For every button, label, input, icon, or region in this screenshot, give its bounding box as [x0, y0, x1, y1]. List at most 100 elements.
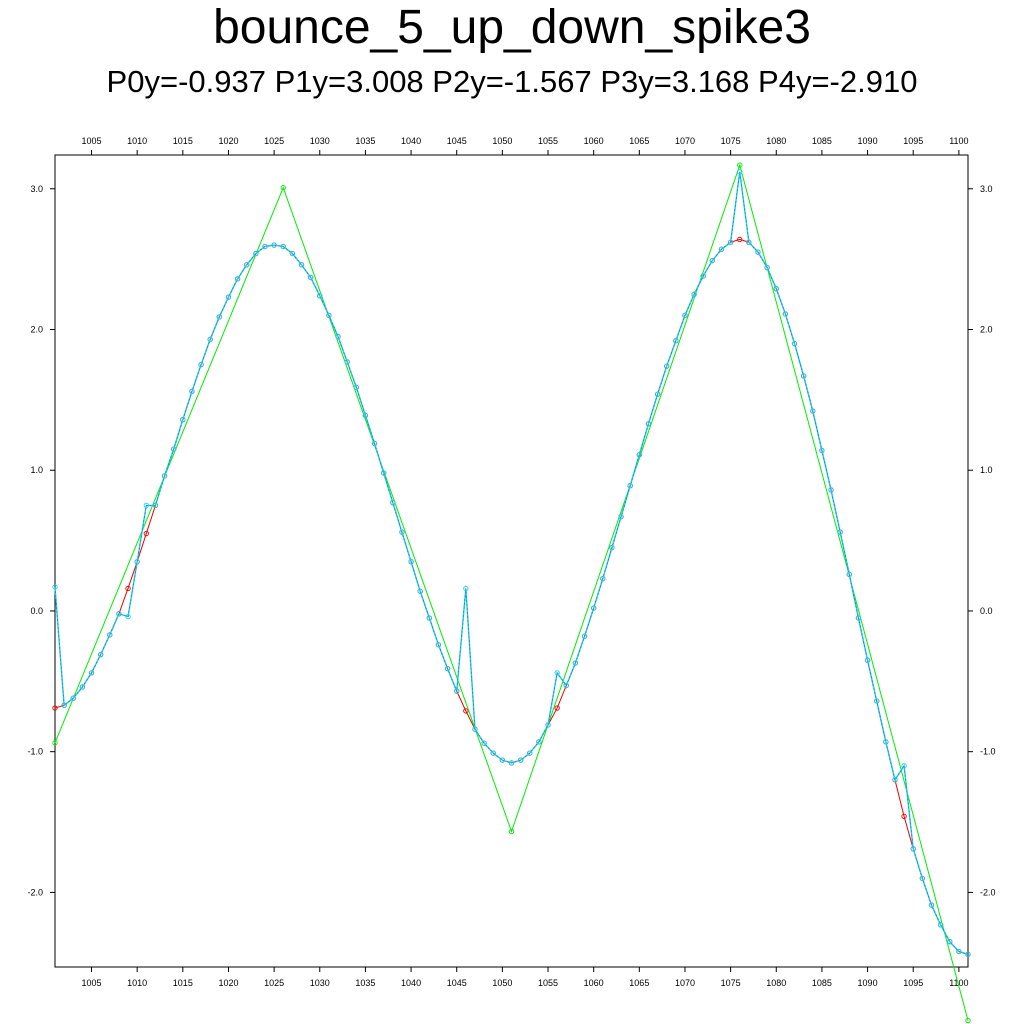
data-point-spiked [253, 250, 259, 257]
data-point-spiked [107, 632, 113, 638]
x-tick-label-bottom: 1025 [264, 978, 284, 988]
data-point-spiked [691, 291, 697, 297]
data-point-spiked [527, 750, 533, 756]
data-point-spiked [892, 777, 898, 783]
x-tick-label-bottom: 1050 [492, 978, 512, 988]
x-tick-label-top: 1025 [264, 136, 284, 146]
data-point-spiked [837, 529, 843, 535]
data-point-spiked [262, 243, 268, 250]
data-point-spiked [454, 688, 460, 694]
data-point-spiked [773, 286, 779, 292]
data-point-spiked [764, 264, 770, 271]
x-tick-label-bottom: 1015 [173, 978, 193, 988]
data-point-spiked [472, 726, 478, 732]
data-point-spiked [855, 615, 862, 621]
data-point-smooth [463, 708, 469, 714]
x-tick-label-bottom: 1090 [858, 978, 878, 988]
data-point-spiked [682, 312, 688, 319]
x-tick-label-bottom: 1040 [401, 978, 421, 988]
data-point-spiked [289, 250, 296, 257]
data-point-spiked [591, 605, 597, 611]
data-point-spiked [956, 948, 962, 955]
x-tick-label-top: 1040 [401, 136, 421, 146]
chart-subtitle: P0y=-0.937 P1y=3.008 P2y=-1.567 P3y=3.16… [106, 64, 918, 99]
data-point-spiked [536, 739, 542, 745]
x-tick-label-top: 1070 [675, 136, 695, 146]
data-point-spiked [937, 922, 944, 928]
series-spiked-dash [54, 171, 969, 955]
series-spiked [52, 169, 971, 957]
x-tick-label-bottom: 1075 [721, 978, 741, 988]
data-point-spiked [791, 340, 798, 347]
data-point-spiked [52, 584, 58, 590]
y-tick-label-right: 1.0 [980, 465, 993, 475]
x-tick-label-bottom: 1010 [127, 978, 147, 988]
data-point-spiked [335, 333, 341, 340]
x-tick-label-bottom: 1035 [355, 978, 375, 988]
data-point-spiked [171, 446, 177, 452]
data-point-spiked [143, 502, 149, 509]
data-point-spiked [627, 483, 633, 489]
data-point-spiked [426, 615, 432, 621]
y-tick-label-left: 3.0 [30, 184, 43, 194]
x-tick-label-top: 1085 [812, 136, 832, 146]
data-point-spiked [399, 529, 405, 535]
data-point-spiked [326, 312, 332, 319]
data-point-spiked [782, 311, 789, 317]
x-tick-label-top: 1005 [82, 136, 102, 146]
series-layer [52, 162, 971, 1024]
data-point-smooth [901, 813, 907, 820]
data-point-spiked [517, 757, 524, 763]
series-control-line [54, 163, 969, 1021]
data-point-spiked [581, 633, 588, 639]
data-point-spiked [508, 760, 515, 766]
data-point-spiked [344, 359, 350, 365]
data-point-spiked [371, 440, 378, 447]
data-point-spiked [381, 470, 387, 476]
x-tick-label-bottom: 1085 [812, 978, 832, 988]
x-tick-label-bottom: 1020 [218, 978, 238, 988]
data-point-spiked [664, 363, 670, 369]
data-point-spiked [490, 750, 496, 756]
data-point-spiked [408, 559, 414, 565]
data-point-spiked [673, 338, 679, 344]
x-tick-label-top: 1050 [492, 136, 512, 146]
data-point-smooth [143, 530, 149, 537]
data-point-spiked [362, 412, 369, 418]
data-point-spiked [180, 416, 186, 423]
x-tick-label-bottom: 1055 [538, 978, 558, 988]
y-tick-label-right: -1.0 [980, 747, 996, 757]
data-point-control [508, 828, 515, 835]
data-point-spiked [390, 499, 396, 506]
data-point-spiked [152, 502, 159, 509]
y-tick-label-left: 1.0 [30, 465, 43, 475]
x-tick-label-bottom: 1005 [82, 978, 102, 988]
data-point-spiked [600, 575, 606, 582]
data-point-spiked [244, 262, 250, 268]
x-tick-label-bottom: 1095 [903, 978, 923, 988]
x-tick-label-top: 1015 [173, 136, 193, 146]
data-point-spiked [545, 722, 551, 728]
x-tick-label-top: 1075 [721, 136, 741, 146]
data-point-spiked [234, 276, 241, 282]
data-point-spiked [88, 670, 95, 676]
series-control [52, 162, 971, 1024]
x-tick-label-bottom: 1045 [447, 978, 467, 988]
data-point-spiked [846, 571, 852, 578]
data-point-spiked [116, 611, 122, 617]
data-point-spiked [947, 939, 953, 945]
data-point-spiked [134, 559, 140, 565]
x-tick-label-top: 1080 [766, 136, 786, 146]
data-point-smooth [125, 585, 131, 592]
data-point-spiked [618, 514, 624, 520]
data-point-control [737, 162, 743, 168]
data-point-spiked [499, 757, 506, 763]
data-point-spiked [198, 362, 204, 368]
data-point-spiked [746, 239, 752, 245]
x-tick-label-bottom: 1060 [584, 978, 604, 988]
x-tick-label-top: 1095 [903, 136, 923, 146]
plot-area [54, 154, 969, 968]
data-point-spiked [636, 452, 642, 458]
data-point-spiked [709, 257, 716, 264]
y-tick-label-right: 2.0 [980, 325, 993, 335]
